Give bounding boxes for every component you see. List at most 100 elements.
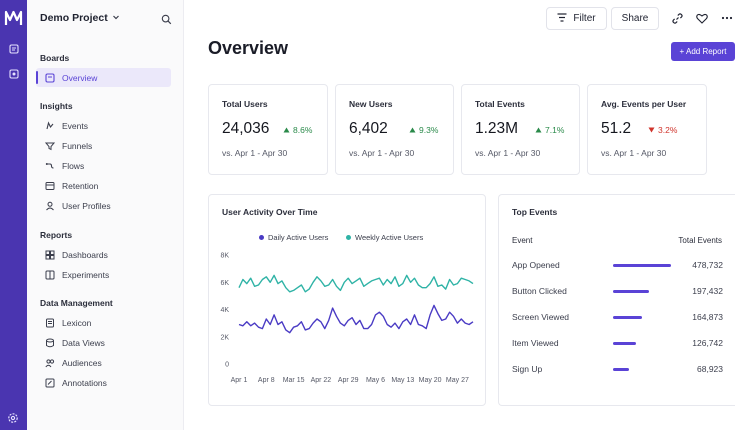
event-name: Item Viewed [512, 338, 559, 348]
dashboard-icon [44, 249, 56, 261]
legend-dot-weekly [346, 235, 351, 240]
share-label: Share [621, 13, 649, 24]
experiment-icon [44, 269, 56, 281]
event-total: 68,923 [697, 364, 723, 374]
sidebar-item-data-views[interactable]: Data Views [36, 333, 171, 352]
kpi-value: 24,036 [222, 120, 270, 137]
share-button[interactable]: Share [611, 7, 659, 30]
kpi-delta: 7.1% [535, 125, 564, 135]
kpi-card-total-users[interactable]: Total Users 24,036 8.6% vs. Apr 1 - Apr … [208, 84, 328, 175]
kpi-card-total-events[interactable]: Total Events 1.23M 7.1% vs. Apr 1 - Apr … [461, 84, 580, 175]
lexicon-icon [44, 317, 56, 329]
filter-button[interactable]: Filter [546, 7, 607, 30]
table-row[interactable]: App Opened 478,732 [499, 254, 735, 280]
page-title: Overview [208, 38, 289, 58]
add-report-button[interactable]: + Add Report [671, 42, 735, 61]
legend-daily: Daily Active Users [259, 233, 328, 242]
event-bar-track [613, 264, 671, 267]
audiences-icon [44, 357, 56, 369]
sidebar-item-label: Events [62, 120, 88, 131]
search-icon[interactable] [161, 12, 173, 25]
sidebar-item-experiments[interactable]: Experiments [36, 265, 171, 284]
section-insights: Insights [40, 101, 73, 111]
y-tick-label: 6K [220, 280, 229, 287]
event-bar-track [613, 290, 671, 293]
event-bar-track [613, 368, 671, 371]
sidebar-item-overview[interactable]: Overview [36, 68, 171, 87]
sidebar-item-label: Flows [62, 160, 85, 171]
add-report-label: + Add Report [679, 47, 727, 56]
users-icon [44, 200, 56, 212]
y-tick-label: 4K [220, 307, 229, 314]
series-line-weekly-active-users[interactable] [238, 274, 474, 293]
filter-icon [557, 12, 567, 25]
table-row[interactable]: Item Viewed 126,742 [499, 332, 735, 358]
x-tick-label: Apr 8 [258, 377, 275, 384]
link-icon[interactable] [670, 11, 684, 25]
kpi-comparison: vs. Apr 1 - Apr 30 [475, 148, 541, 158]
kpi-card-avg-events[interactable]: Avg. Events per User 51.2 3.2% vs. Apr 1… [587, 84, 707, 175]
kpi-delta: 3.2% [648, 125, 677, 135]
table-row[interactable]: Button Clicked 197,432 [499, 280, 735, 306]
sidebar-item-audiences[interactable]: Audiences [36, 353, 171, 372]
sidebar-item-retention[interactable]: Retention [36, 176, 171, 195]
gear-icon[interactable] [6, 411, 20, 425]
sidebar-item-label: Annotations [62, 377, 107, 388]
col-header-event: Event [512, 236, 533, 245]
legend-dot-daily [259, 235, 264, 240]
board-icon [44, 72, 56, 84]
sidebar-item-annotations[interactable]: Annotations [36, 373, 171, 392]
annotations-icon [44, 377, 56, 389]
event-bar [613, 368, 629, 371]
event-bar [613, 264, 671, 267]
apps-icon[interactable] [6, 66, 21, 81]
app-rail [0, 0, 27, 430]
funnel-icon [44, 140, 56, 152]
data-views-icon [44, 337, 56, 349]
event-total: 164,873 [692, 312, 723, 322]
kpi-label: New Users [349, 99, 393, 109]
sidebar-item-events[interactable]: Events [36, 116, 171, 135]
table-row[interactable]: Screen Viewed 164,873 [499, 306, 735, 332]
sidebar-item-label: Audiences [62, 357, 102, 368]
table-row[interactable]: Sign Up 68,923 [499, 358, 735, 384]
event-total: 126,742 [692, 338, 723, 348]
sidebar-item-lexicon[interactable]: Lexicon [36, 313, 171, 332]
flows-icon [44, 160, 56, 172]
sidebar-item-flows[interactable]: Flows [36, 156, 171, 175]
series-line-daily-active-users[interactable] [238, 304, 474, 334]
m-logo-icon[interactable] [4, 8, 23, 28]
sidebar-item-label: Experiments [62, 269, 110, 280]
boards-icon[interactable] [6, 41, 21, 56]
top-events-title: Top Events [512, 207, 558, 217]
top-events-panel: Top Events Event Total Events App Opened… [498, 194, 735, 406]
project-switcher[interactable]: Demo Project [40, 12, 120, 24]
x-tick-label: May 6 [366, 377, 385, 384]
kpi-comparison: vs. Apr 1 - Apr 30 [601, 148, 667, 158]
kpi-card-new-users[interactable]: New Users 6,402 9.3% vs. Apr 1 - Apr 30 [335, 84, 454, 175]
kpi-label: Avg. Events per User [601, 99, 687, 109]
x-tick-label: Mar 15 [283, 377, 305, 384]
sidebar-item-label: Dashboards [62, 249, 108, 260]
kpi-delta: 8.6% [283, 125, 312, 135]
project-name: Demo Project [40, 12, 108, 24]
chevron-down-icon [112, 12, 120, 24]
sidebar-item-dashboards[interactable]: Dashboards [36, 245, 171, 264]
x-tick-label: Apr 29 [338, 377, 359, 384]
kpi-delta-value: 9.3% [419, 125, 439, 135]
user-activity-panel: User Activity Over Time Daily Active Use… [208, 194, 486, 406]
event-name: Button Clicked [512, 286, 567, 296]
more-icon[interactable] [720, 11, 734, 25]
kpi-comparison: vs. Apr 1 - Apr 30 [222, 148, 288, 158]
x-tick-label: May 27 [446, 377, 469, 384]
x-tick-label: Apr 1 [231, 377, 248, 384]
sidebar-item-user-profiles[interactable]: User Profiles [36, 196, 171, 215]
retention-icon [44, 180, 56, 192]
kpi-delta: 9.3% [409, 125, 438, 135]
sidebar-item-label: Lexicon [62, 317, 92, 328]
sidebar-item-funnels[interactable]: Funnels [36, 136, 171, 155]
heart-icon[interactable] [695, 11, 709, 25]
y-tick-label: 2K [220, 334, 229, 341]
x-tick-label: Apr 22 [311, 377, 332, 384]
sidebar-item-label: Data Views [62, 337, 105, 348]
